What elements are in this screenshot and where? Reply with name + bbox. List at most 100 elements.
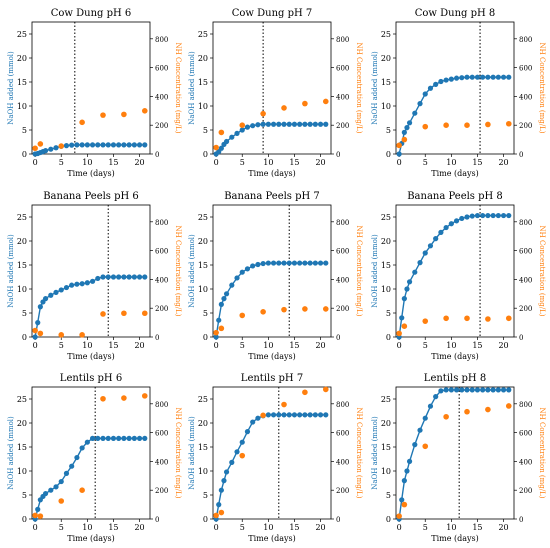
naoh-point	[121, 435, 127, 441]
naoh-point	[218, 145, 224, 151]
nh-point	[443, 413, 449, 420]
nh-point	[121, 111, 127, 118]
plot-frame	[212, 21, 332, 155]
naoh-point	[312, 412, 318, 418]
x-tick-label: 10	[82, 523, 92, 532]
naoh-point	[265, 121, 271, 127]
naoh-point	[297, 412, 303, 418]
nh-point	[213, 144, 219, 151]
naoh-point	[448, 221, 454, 227]
naoh-point	[500, 74, 507, 80]
naoh-point	[485, 212, 491, 219]
y2-tick-label: 800	[519, 36, 532, 44]
naoh-point	[312, 121, 318, 127]
naoh-point	[234, 130, 240, 136]
naoh-point	[490, 74, 496, 80]
naoh-point	[307, 260, 313, 266]
naoh-point	[126, 142, 132, 148]
naoh-point	[53, 289, 59, 295]
nh-point	[422, 318, 429, 324]
x-tick-label: 0	[397, 523, 402, 532]
subplot: Cow Dung pH 60 5 10 15 200510152025020040060…	[7, 8, 182, 178]
y2-tick-label: 800	[336, 401, 349, 409]
naoh-point	[255, 122, 261, 128]
nh-point	[141, 108, 148, 114]
y-tick-label: 15	[198, 78, 208, 87]
y-tick-label: 10	[17, 467, 27, 476]
naoh-point	[401, 296, 407, 302]
naoh-point	[131, 435, 137, 441]
naoh-point	[229, 282, 235, 288]
naoh-point	[404, 468, 410, 474]
naoh-point	[218, 487, 224, 493]
nh-point	[443, 315, 449, 322]
y-tick-label: 5	[386, 309, 391, 318]
naoh-point	[401, 129, 407, 135]
naoh-point	[500, 387, 507, 393]
y2-tick-label: 400	[519, 458, 532, 466]
y-tick-label: 0	[22, 515, 27, 524]
plot-frame	[212, 386, 332, 520]
naoh-point	[58, 478, 64, 485]
y-tick-label: 20	[198, 419, 208, 428]
naoh-point	[443, 77, 449, 83]
y2-tick-label: 600	[155, 65, 168, 73]
naoh-point	[116, 142, 122, 148]
y2-tick-label: 600	[519, 248, 532, 256]
naoh-point	[110, 435, 117, 441]
naoh-point	[58, 287, 64, 293]
naoh-point	[302, 412, 308, 418]
naoh-point	[459, 75, 465, 81]
x-tick-label: 15	[108, 523, 118, 532]
y-tick-label: 5	[386, 491, 391, 500]
naoh-point	[48, 292, 54, 298]
naoh-point	[417, 101, 423, 107]
y-tick-label: 20	[17, 419, 27, 428]
y2-tick-label: 0	[336, 516, 340, 524]
y2-tick-label: 0	[155, 151, 159, 159]
x-tick-label: 0	[214, 158, 219, 167]
nh-point	[464, 315, 470, 322]
nh-point	[302, 100, 308, 107]
nh-point	[260, 412, 266, 419]
y-tick-label: 10	[381, 285, 391, 294]
naoh-point	[260, 121, 266, 127]
naoh-point	[136, 435, 143, 441]
plot-frame	[31, 386, 151, 520]
naoh-point	[495, 212, 501, 219]
y-tick-label: 0	[386, 515, 391, 524]
y2-tick-label: 200	[336, 305, 349, 313]
x-axis-label: Time (days)	[248, 352, 296, 361]
nh-point	[464, 122, 470, 129]
nh-point	[79, 487, 85, 494]
x-axis-label: Time (days)	[67, 352, 115, 361]
y2-tick-label: 0	[336, 151, 340, 159]
y2-tick-label: 800	[155, 36, 168, 44]
y2-tick-label: 200	[519, 305, 532, 313]
y2-tick-label: 0	[155, 516, 159, 524]
naoh-point	[244, 429, 251, 435]
nh-point	[302, 389, 308, 396]
x-tick-label: 10	[263, 341, 273, 350]
nh-point	[121, 310, 127, 317]
x-axis-label: Time (days)	[431, 169, 479, 178]
x-tick-label: 20	[315, 523, 325, 532]
y-tick-label: 15	[17, 261, 27, 270]
y2-tick-label: 200	[155, 305, 168, 313]
naoh-point	[469, 213, 475, 219]
naoh-point	[69, 282, 75, 288]
nh-point	[141, 310, 148, 317]
naoh-point	[100, 142, 106, 148]
x-axis-label: Time (days)	[67, 534, 115, 543]
y-axis-label: NaOH added (mmol)	[371, 234, 379, 308]
x-tick-label: 0	[33, 523, 38, 532]
naoh-point	[485, 387, 491, 393]
naoh-point	[223, 469, 230, 475]
x-axis-label: Time (days)	[248, 534, 296, 543]
naoh-point	[317, 260, 324, 266]
subplot-title: Lentils pH 6	[60, 373, 122, 384]
x-tick-label: 15	[472, 523, 482, 532]
x-tick-label: 0	[33, 158, 38, 167]
naoh-point	[229, 459, 235, 465]
plot-frame	[395, 386, 515, 520]
